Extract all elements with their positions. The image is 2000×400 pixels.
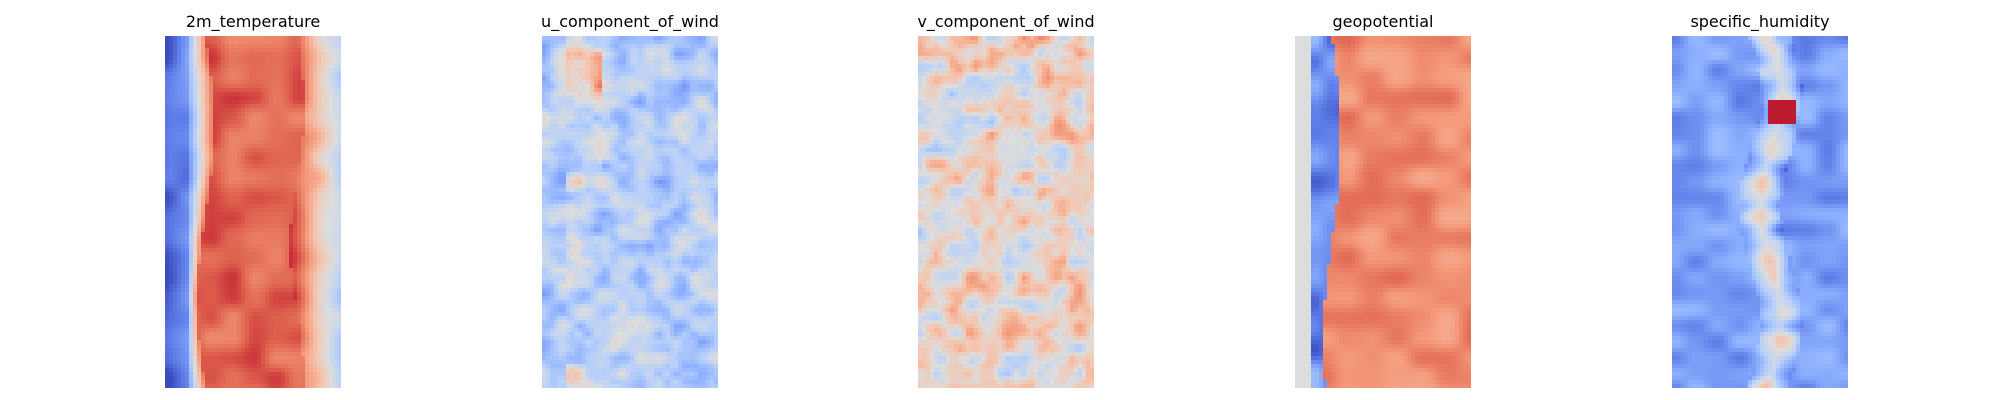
heatmap-2m-temperature bbox=[165, 36, 341, 388]
heatmap-u-component-of-wind bbox=[542, 36, 718, 388]
panel-geopotential: geopotential bbox=[1295, 0, 1471, 400]
panel-title: v_component_of_wind bbox=[917, 12, 1095, 31]
heatmap-specific-humidity bbox=[1672, 36, 1848, 388]
panel-title: specific_humidity bbox=[1690, 12, 1830, 31]
panel-title: geopotential bbox=[1332, 12, 1434, 31]
panel-2m-temperature: 2m_temperature bbox=[165, 0, 341, 400]
heatmap-geopotential bbox=[1295, 36, 1471, 388]
heatmap-v-component-of-wind bbox=[918, 36, 1094, 388]
panel-u-component-of-wind: u_component_of_wind bbox=[541, 0, 719, 400]
panel-title: u_component_of_wind bbox=[541, 12, 719, 31]
panel-specific-humidity: specific_humidity bbox=[1672, 0, 1848, 400]
panel-v-component-of-wind: v_component_of_wind bbox=[917, 0, 1095, 400]
panel-title: 2m_temperature bbox=[185, 12, 321, 31]
